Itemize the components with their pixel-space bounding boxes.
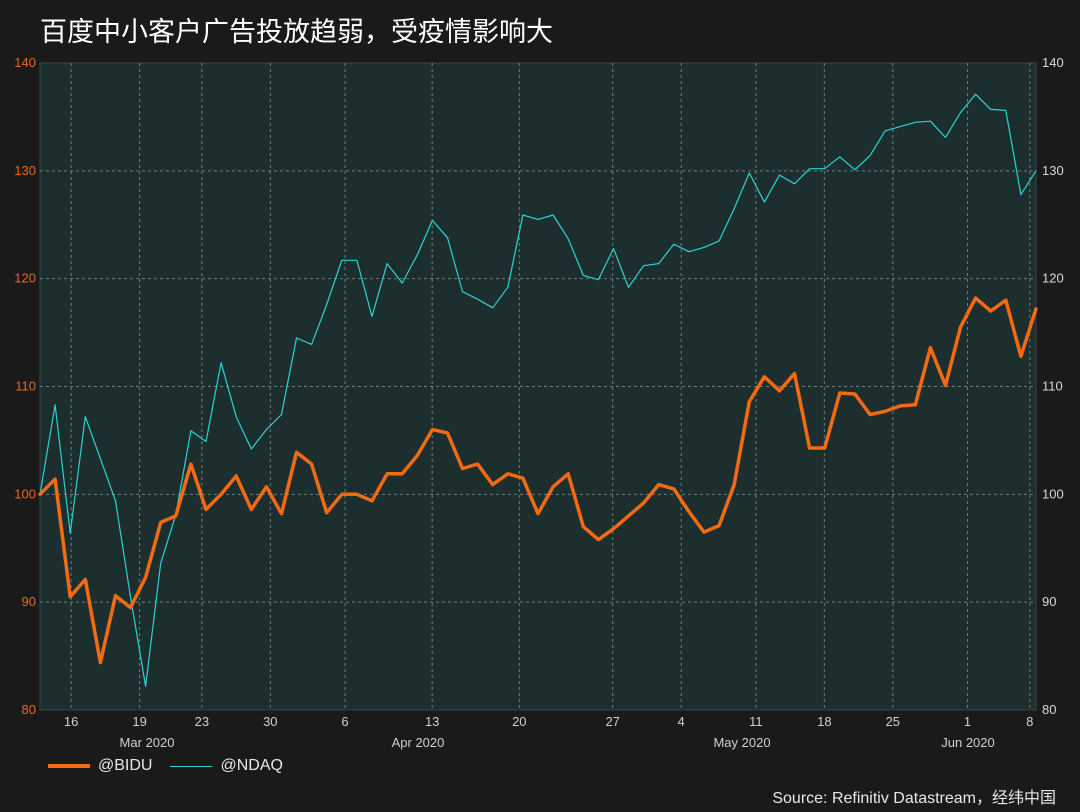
grid-lines	[40, 63, 1036, 710]
x-tick-label: 27	[605, 714, 619, 729]
x-tick-label: 23	[195, 714, 209, 729]
x-tick-label: 1	[964, 714, 971, 729]
legend-swatch-bidu	[48, 764, 90, 768]
month-label: Jun 2020	[941, 735, 995, 750]
y-tick-label-right: 100	[1042, 486, 1064, 501]
y-tick-label-right: 120	[1042, 271, 1064, 286]
month-label: Apr 2020	[392, 735, 445, 750]
y-tick-label-right: 110	[1042, 379, 1063, 394]
series-layer	[38, 93, 1038, 687]
month-label: May 2020	[713, 735, 770, 750]
x-tick-label: 8	[1026, 714, 1033, 729]
y-tick-label-right: 80	[1042, 702, 1056, 717]
x-tick-label: 19	[132, 714, 146, 729]
y-tick-label-right: 140	[1042, 55, 1064, 70]
x-tick-label: 16	[64, 714, 78, 729]
x-tick-label: 20	[512, 714, 526, 729]
x-tick-label: 4	[678, 714, 685, 729]
y-tick-label-left: 130	[14, 163, 36, 178]
x-tick-label: 30	[263, 714, 277, 729]
series-line-bidu	[38, 296, 1038, 665]
x-tick-label: 11	[749, 714, 763, 729]
y-tick-label-left: 100	[14, 486, 36, 501]
legend-label-bidu: @BIDU	[98, 757, 153, 774]
y-tick-label-right: 130	[1042, 163, 1064, 178]
chart-title: 百度中小客户广告投放趋弱，受疫情影响大	[40, 17, 553, 48]
x-tick-label: 25	[886, 714, 900, 729]
right-y-axis: 80 90 100 110 120 130 140	[1042, 55, 1064, 717]
x-tick-label: 6	[341, 714, 348, 729]
series-line-ndaq	[39, 93, 1037, 687]
legend-item-ndaq: @NDAQ	[170, 757, 283, 775]
y-tick-label-left: 120	[14, 271, 36, 286]
legend: @BIDU @NDAQ	[48, 757, 283, 775]
left-y-axis: 80 90 100 110 120 130 140	[14, 55, 36, 717]
legend-item-bidu: @BIDU	[48, 757, 152, 775]
legend-swatch-ndaq	[170, 765, 213, 767]
x-tick-label: 18	[817, 714, 831, 729]
source-note: Source: Refinitiv Datastream，经纬中国	[772, 790, 1056, 807]
y-tick-label-left: 140	[14, 55, 36, 70]
x-tick-label: 13	[425, 714, 439, 729]
y-tick-label-left: 80	[22, 702, 36, 717]
y-tick-label-right: 90	[1042, 594, 1056, 609]
month-label: Mar 2020	[120, 735, 175, 750]
legend-label-ndaq: @NDAQ	[220, 757, 283, 774]
y-tick-label-left: 90	[22, 594, 36, 609]
y-tick-label-left: 110	[15, 379, 36, 394]
